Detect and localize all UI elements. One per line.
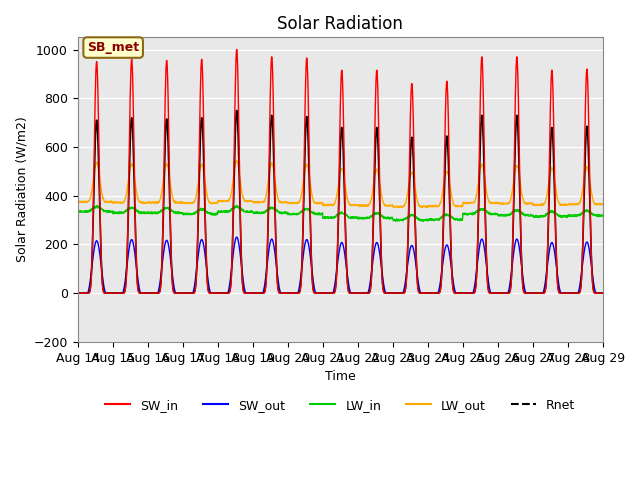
LW_out xyxy=(568,202,575,207)
SW_out xyxy=(567,290,575,296)
Rnet xyxy=(220,290,228,296)
Rnet xyxy=(553,258,561,264)
Line: Rnet: Rnet xyxy=(77,110,603,293)
LW_in xyxy=(220,208,228,214)
SW_out xyxy=(367,276,374,282)
LW_out xyxy=(355,202,363,208)
Line: LW_out: LW_out xyxy=(77,160,603,207)
LW_out xyxy=(423,204,431,210)
LW_in xyxy=(367,214,374,219)
Rnet xyxy=(74,290,81,296)
LW_out xyxy=(220,199,228,204)
LW_in xyxy=(424,218,431,224)
Rnet xyxy=(367,283,374,289)
Text: SB_met: SB_met xyxy=(87,41,140,54)
Rnet xyxy=(233,108,241,113)
SW_out xyxy=(355,290,363,296)
Y-axis label: Solar Radiation (W/m2): Solar Radiation (W/m2) xyxy=(15,117,28,263)
Rnet xyxy=(567,290,575,296)
Legend: SW_in, SW_out, LW_in, LW_out, Rnet: SW_in, SW_out, LW_in, LW_out, Rnet xyxy=(100,394,580,417)
Line: LW_in: LW_in xyxy=(77,206,603,221)
LW_in xyxy=(599,213,607,219)
SW_in xyxy=(493,290,500,296)
Rnet xyxy=(599,290,607,296)
SW_out xyxy=(220,290,228,296)
SW_in xyxy=(74,290,81,296)
LW_in xyxy=(553,211,561,217)
SW_out xyxy=(493,290,500,296)
Rnet xyxy=(355,290,363,296)
SW_out xyxy=(74,290,81,296)
LW_in xyxy=(355,214,363,220)
SW_out xyxy=(553,264,561,270)
LW_out xyxy=(74,199,81,204)
LW_in xyxy=(568,213,575,219)
SW_out xyxy=(599,290,607,296)
LW_out xyxy=(367,198,374,204)
LW_out xyxy=(599,202,607,207)
Line: SW_out: SW_out xyxy=(77,237,603,293)
X-axis label: Time: Time xyxy=(325,370,356,383)
SW_in xyxy=(367,285,374,291)
SW_in xyxy=(567,290,575,296)
LW_out xyxy=(553,192,561,197)
Line: SW_in: SW_in xyxy=(77,49,603,293)
SW_in xyxy=(220,290,228,296)
SW_in xyxy=(233,47,241,52)
SW_in xyxy=(599,290,607,296)
LW_in xyxy=(93,203,100,209)
SW_in xyxy=(355,290,363,296)
SW_in xyxy=(553,259,561,264)
Title: Solar Radiation: Solar Radiation xyxy=(277,15,403,33)
Rnet xyxy=(493,290,500,296)
LW_in xyxy=(74,209,81,215)
LW_out xyxy=(232,157,240,163)
SW_out xyxy=(233,234,241,240)
LW_out xyxy=(493,200,500,205)
LW_in xyxy=(493,211,500,217)
